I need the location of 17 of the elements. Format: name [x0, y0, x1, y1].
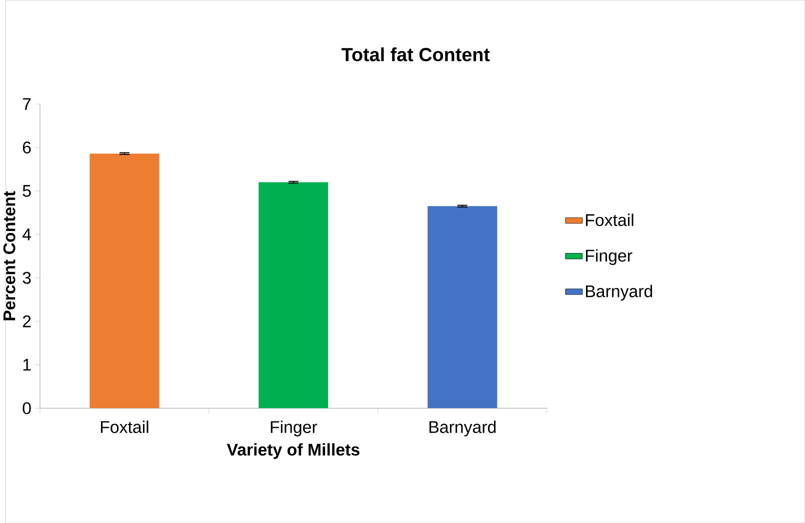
- x-axis-title: Variety of Millets: [226, 443, 360, 459]
- legend-label: Foxtail: [586, 214, 634, 226]
- x-tick-label: Barnyard: [430, 420, 496, 436]
- y-tick-label: 7: [22, 98, 31, 110]
- y-axis-title: Percent Content: [3, 191, 16, 320]
- y-tick-label: 3: [22, 272, 31, 284]
- legend-label: Barnyard: [586, 284, 652, 301]
- y-tick-label: 5: [22, 184, 31, 197]
- x-tick-label: Finger: [270, 420, 318, 436]
- y-tick-label: 6: [22, 141, 31, 154]
- y-tick-label: 1: [23, 358, 31, 370]
- y-tick-label: 0: [22, 402, 31, 414]
- y-tick-label: 2: [22, 315, 31, 328]
- x-tick-label: Foxtail: [100, 420, 148, 433]
- chart-title: Total fat Content: [342, 47, 490, 62]
- y-tick-label: 4: [22, 228, 32, 240]
- legend-label: Finger: [586, 249, 632, 265]
